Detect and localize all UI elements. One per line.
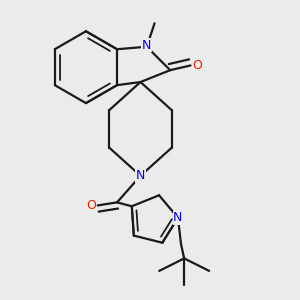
Text: N: N	[142, 39, 152, 52]
Text: N: N	[136, 169, 145, 182]
Text: O: O	[192, 59, 202, 72]
Text: O: O	[86, 199, 96, 212]
Text: N: N	[173, 211, 183, 224]
